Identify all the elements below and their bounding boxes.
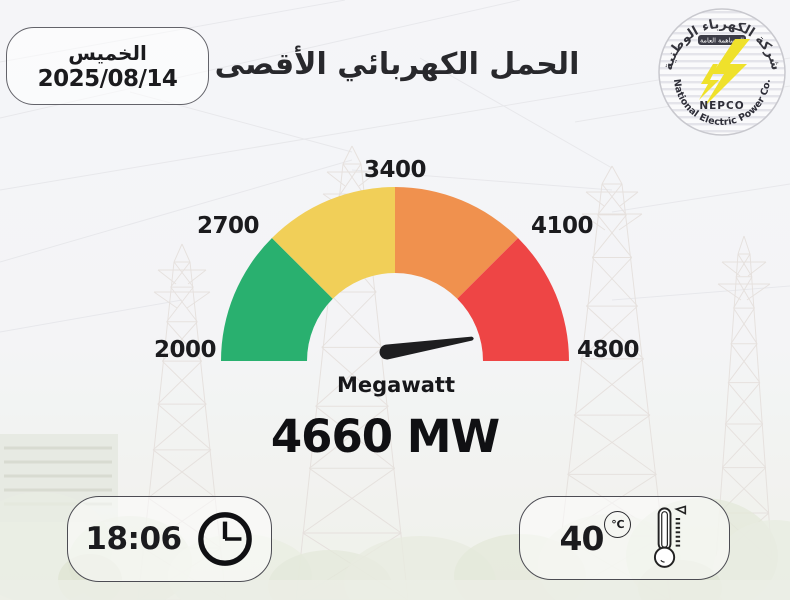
load-gauge — [221, 187, 569, 361]
gauge-tick-label: 2700 — [196, 213, 260, 239]
nepco-logo: شركة الكهرباء الوطنية المساهمة العامة NE… — [657, 7, 787, 137]
logo-abbr: NEPCO — [699, 100, 744, 112]
logo-banner-text: المساهمة العامة — [700, 37, 744, 45]
temperature-value: 40 — [559, 518, 605, 558]
lightning-bolt-icon — [704, 39, 750, 107]
gauge-segments — [221, 187, 569, 361]
gauge-tick-label: 4800 — [576, 337, 640, 363]
thermometer-ticks — [676, 518, 681, 547]
temperature-box: 40 ℃ — [519, 496, 730, 580]
time-label: 18:06 — [85, 521, 182, 557]
load-value: 4660 MW — [270, 410, 500, 463]
nepco-logo-badge: شركة الكهرباء الوطنية المساهمة العامة NE… — [658, 8, 786, 136]
gauge-tick-label: 2000 — [153, 337, 217, 363]
gauge-segment — [221, 237, 333, 361]
page-title: الحمل الكهربائي الأقصى — [214, 47, 580, 82]
gauge-segment — [457, 237, 569, 361]
time-box: 18:06 — [67, 496, 272, 582]
gauge-tick-label: 4100 — [530, 213, 594, 239]
gauge-needle — [379, 336, 474, 360]
weekday-label: الخميس — [68, 40, 147, 65]
small-lightning-bolt-icon — [699, 64, 719, 100]
gauge-segment — [395, 187, 519, 299]
temperature-reading: 40 ℃ — [559, 510, 632, 558]
celsius-badge: ℃ — [604, 510, 632, 538]
gauge-segment — [271, 187, 395, 299]
clock-icon — [197, 512, 252, 566]
thermometer-icon — [654, 505, 687, 568]
gauge-unit-label: Megawatt — [337, 373, 455, 397]
date-label: 2025/08/14 — [37, 65, 178, 92]
date-box: الخميس 2025/08/14 — [6, 27, 209, 105]
gauge-tick-label: 3400 — [363, 157, 427, 183]
